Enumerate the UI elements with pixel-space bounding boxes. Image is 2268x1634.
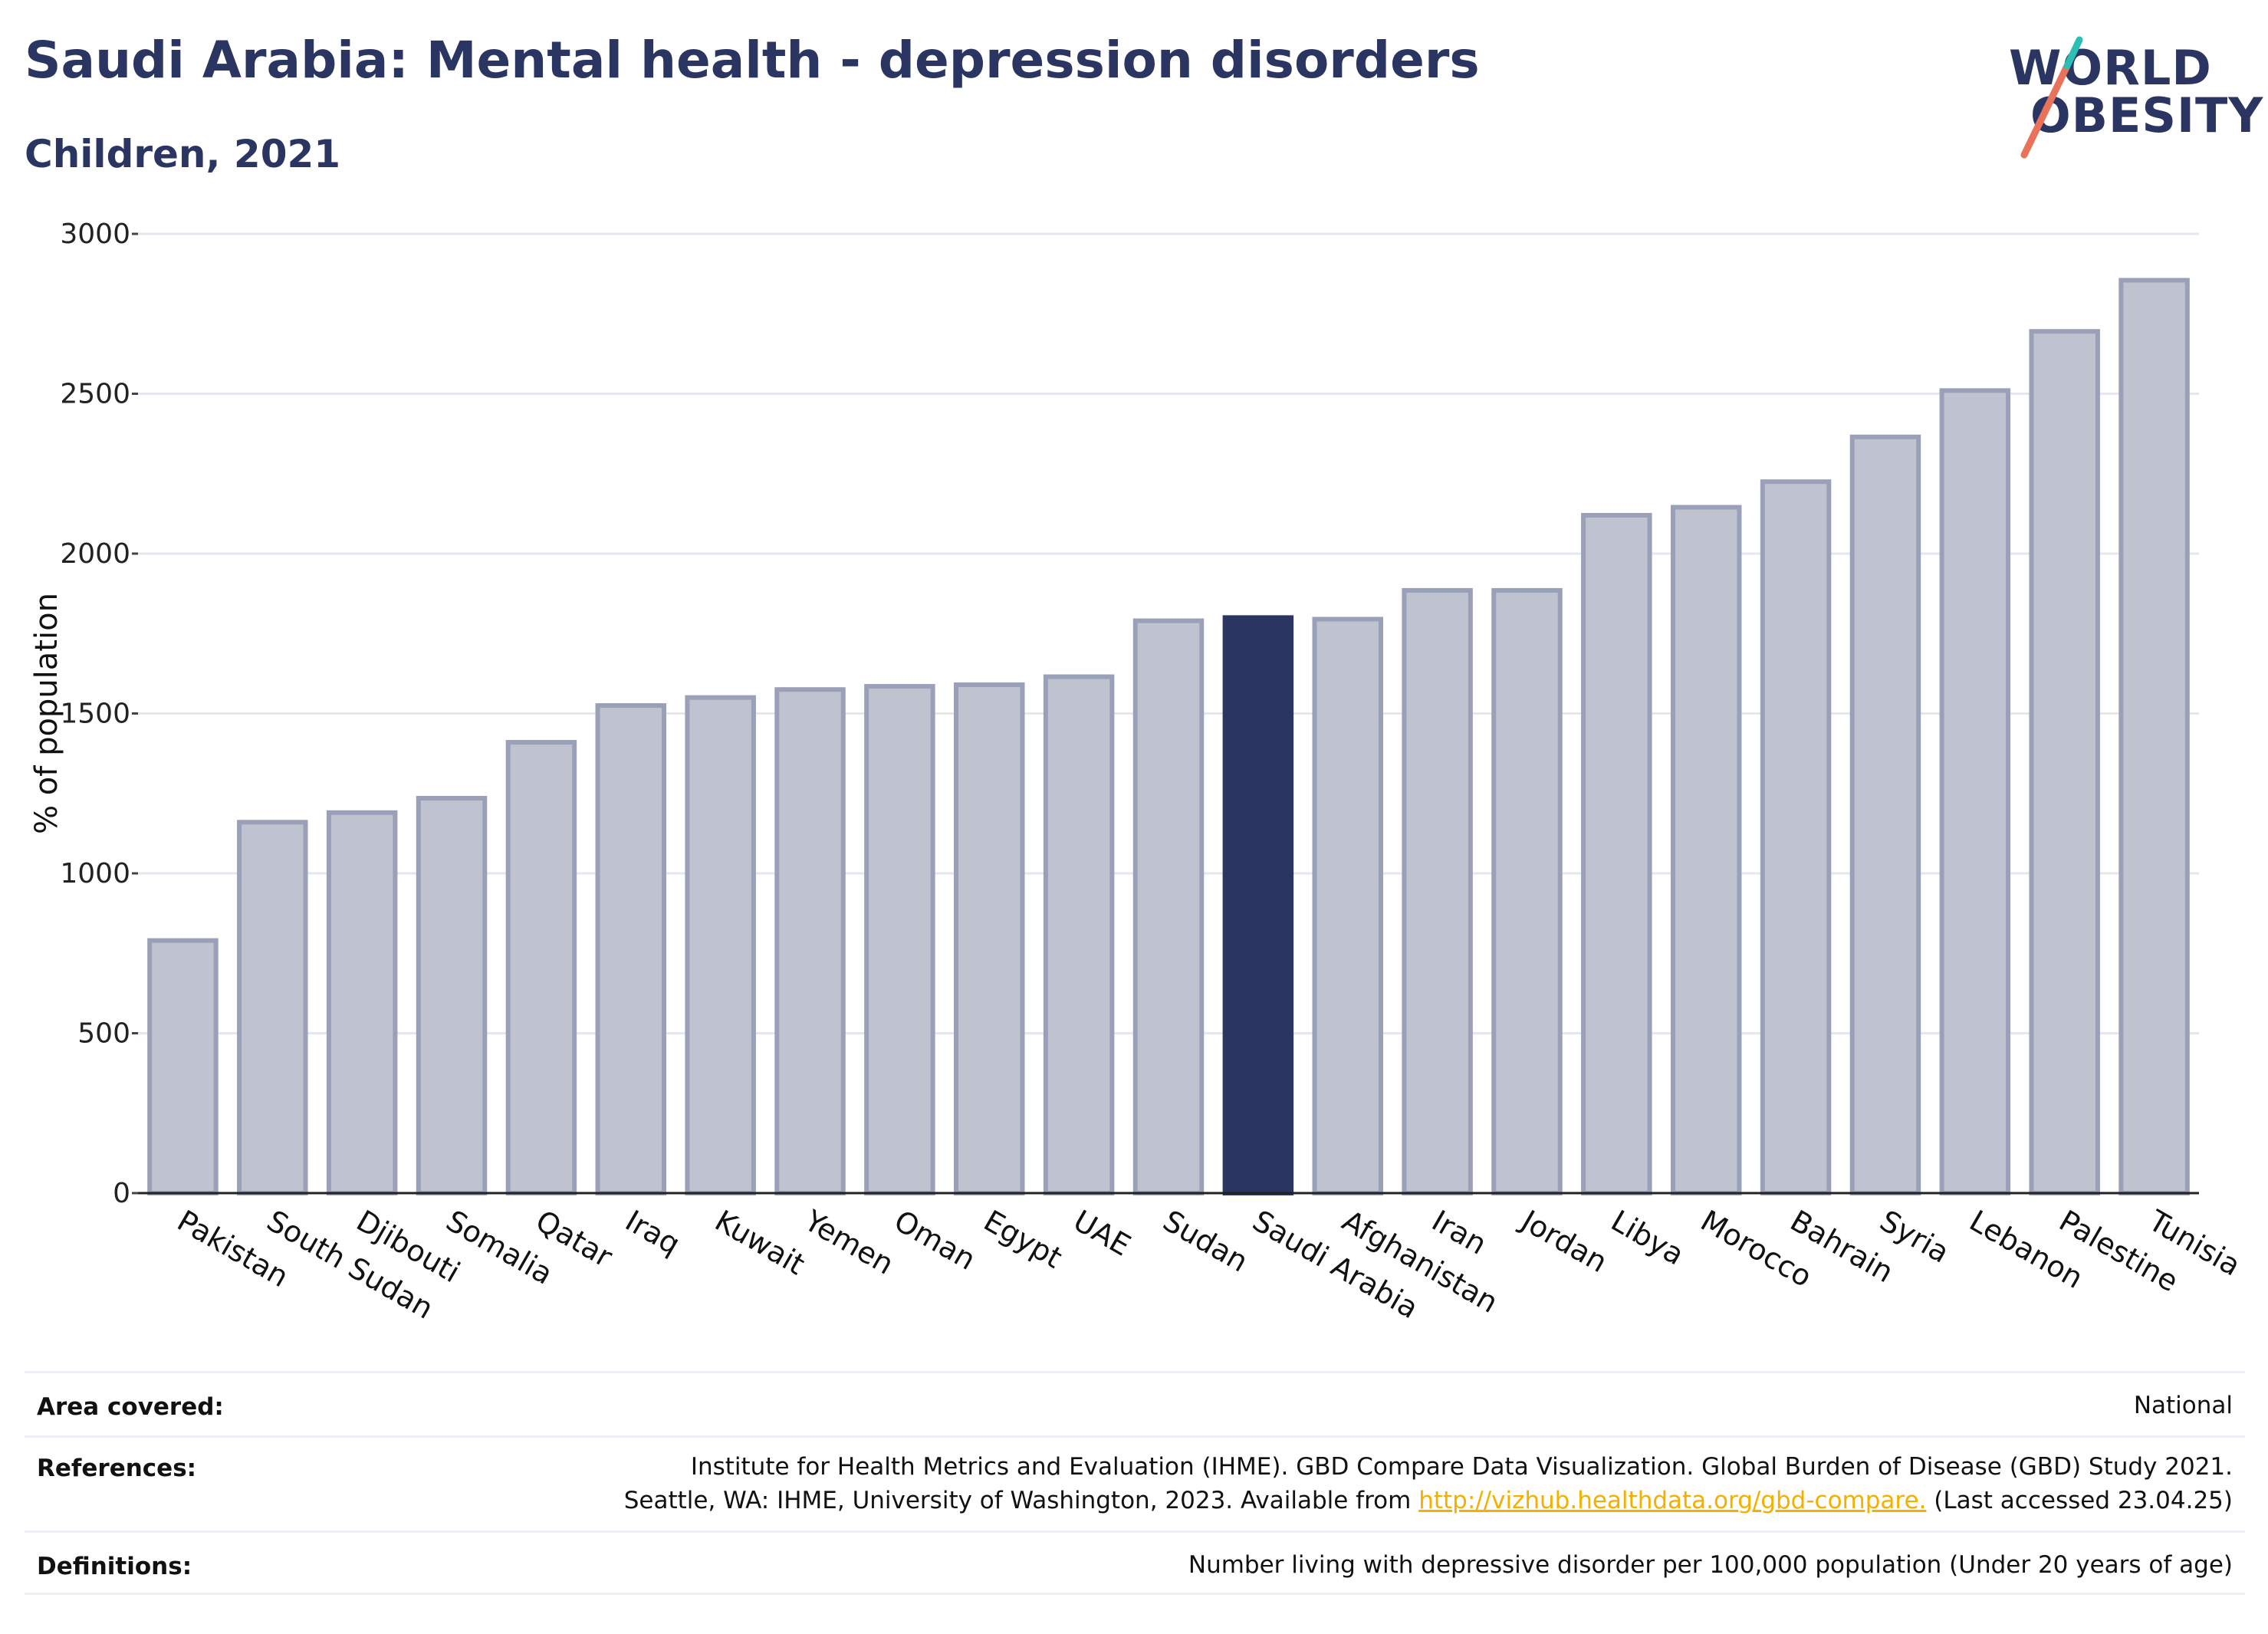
- x-tick-label: Sudan: [1158, 1204, 1254, 1279]
- references-line-1: Institute for Health Metrics and Evaluat…: [690, 1453, 2233, 1481]
- bar: [595, 703, 667, 1195]
- y-tick-label: 0: [113, 1178, 130, 1209]
- bar: [1670, 505, 1742, 1196]
- x-tick-label: Jordan: [1514, 1203, 1612, 1280]
- x-tick-label: UAE: [1068, 1204, 1136, 1263]
- bar: [1491, 587, 1563, 1195]
- y-tick-label: 2000: [60, 538, 130, 570]
- bar: [864, 684, 935, 1195]
- bar: [1402, 587, 1473, 1195]
- y-tick-label: 2500: [60, 379, 130, 410]
- bar: [1849, 434, 1921, 1196]
- footer-row-definitions: Definitions: Number living with depressi…: [25, 1530, 2245, 1595]
- page-title: Saudi Arabia: Mental health - depression…: [25, 31, 1480, 90]
- bar: [1760, 479, 1832, 1195]
- x-tick-label: Kuwait: [709, 1204, 810, 1282]
- bar: [685, 695, 756, 1195]
- bar: [1043, 674, 1115, 1195]
- bar: [1132, 618, 1205, 1195]
- references-label: References:: [37, 1455, 197, 1482]
- references-line-2: Seattle, WA: IHME, University of Washing…: [624, 1484, 2233, 1517]
- bar-highlighted: [1222, 615, 1294, 1195]
- bar: [954, 682, 1025, 1195]
- page-subtitle: Children, 2021: [25, 132, 341, 176]
- area-covered-label: Area covered:: [37, 1393, 224, 1421]
- logo-text-world: WORLD: [2009, 40, 2212, 96]
- references-value: Institute for Health Metrics and Evaluat…: [624, 1450, 2233, 1517]
- bar: [416, 796, 488, 1195]
- references-text-post: (Last accessed 23.04.25): [1926, 1487, 2233, 1514]
- world-obesity-logo: WORLD OBESITY: [1994, 31, 2263, 169]
- footer-row-area: Area covered: National: [25, 1371, 2245, 1435]
- x-tick-label: Iraq: [620, 1204, 685, 1261]
- bar: [2118, 278, 2190, 1196]
- y-axis-ticks: 0 500 1000 1500 2000 2500 3000: [60, 219, 138, 1209]
- bar: [505, 740, 577, 1195]
- definitions-value: Number living with depressive disorder p…: [1188, 1551, 2233, 1579]
- y-tick-label: 3000: [60, 219, 130, 250]
- logo-text-obesity: OBESITY: [2030, 87, 2264, 143]
- x-tick-label: Oman: [889, 1204, 981, 1277]
- bar: [2029, 329, 2100, 1195]
- logo-slash-icon: [2020, 36, 2083, 159]
- bars: [147, 278, 2190, 1196]
- x-tick-label: Libya: [1606, 1204, 1690, 1272]
- x-tick-label: Egypt: [978, 1204, 1068, 1275]
- references-text-pre: Seattle, WA: IHME, University of Washing…: [623, 1487, 1419, 1514]
- y-tick-label: 1500: [60, 699, 130, 730]
- bar: [1939, 388, 2011, 1196]
- area-covered-value: National: [2133, 1392, 2233, 1419]
- bar: [237, 820, 308, 1196]
- bar: [774, 687, 846, 1195]
- chart-footer: Area covered: National References: Insti…: [25, 1371, 2245, 1595]
- y-tick-label: 500: [77, 1018, 130, 1050]
- x-tick-label: Yemen: [798, 1203, 899, 1281]
- footer-row-references: References: Institute for Health Metrics…: [25, 1435, 2245, 1530]
- y-axis-label: % of population: [29, 593, 64, 834]
- bar: [1312, 616, 1383, 1195]
- references-link[interactable]: http://vizhub.healthdata.org/gbd-compare…: [1418, 1487, 1927, 1514]
- bar: [147, 938, 219, 1195]
- bar: [326, 810, 398, 1196]
- definitions-label: Definitions:: [37, 1553, 192, 1580]
- y-tick-label: 1000: [60, 858, 130, 889]
- bar: [1581, 512, 1652, 1195]
